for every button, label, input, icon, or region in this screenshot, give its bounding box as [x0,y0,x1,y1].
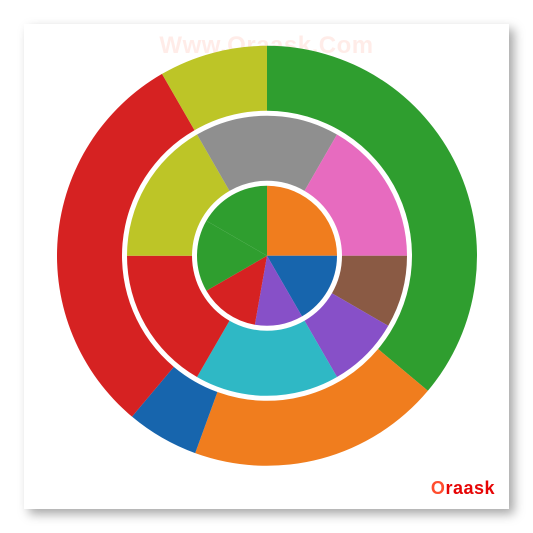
brand-first-char: O [431,478,446,498]
brand-rest: raask [445,478,495,498]
pie-svg [52,40,482,470]
brand-logo: Oraask [431,478,495,499]
nested-pie-chart [52,40,482,475]
chart-card: Www.Oraask.Com Oraask [24,24,509,509]
